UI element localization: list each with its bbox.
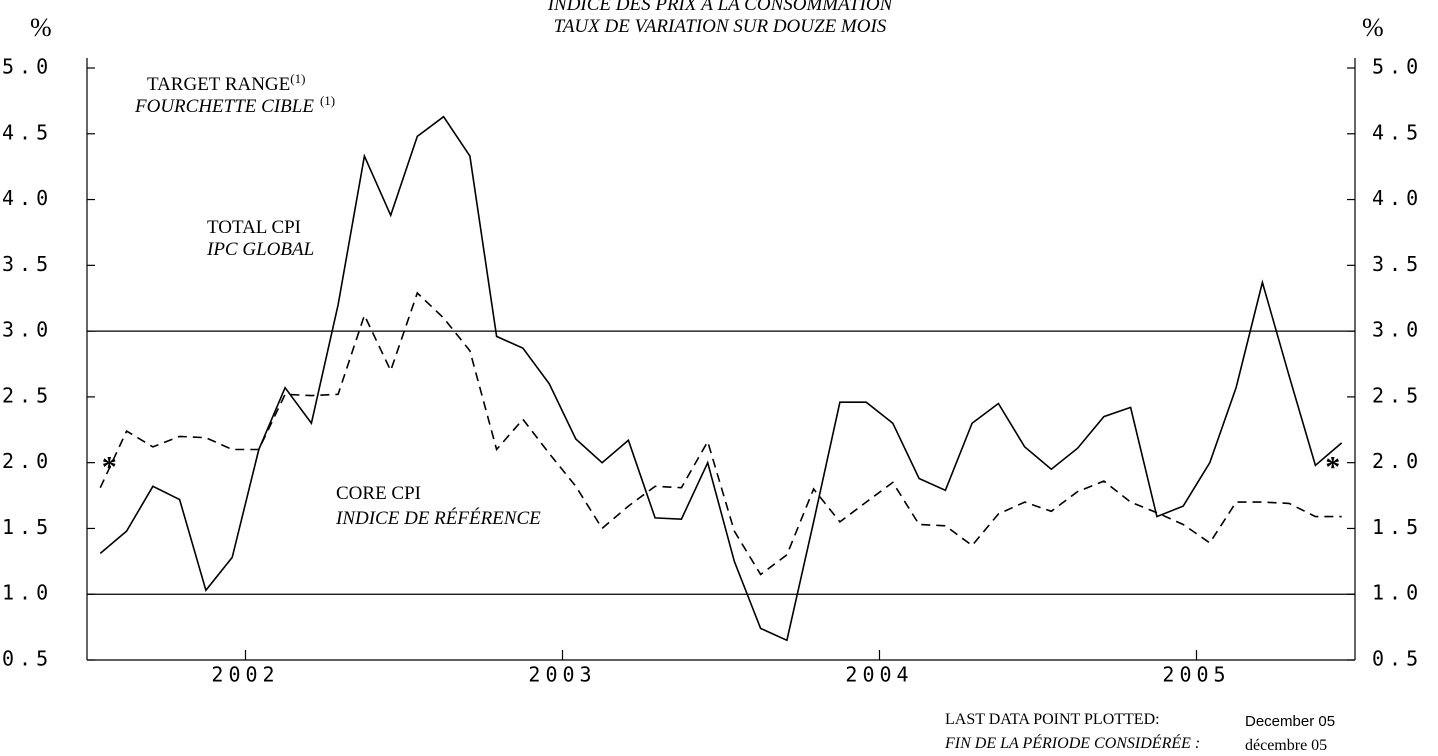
target-label-fr: FOURCHETTE CIBLE (1) — [134, 93, 335, 117]
y-tick-label: 1.0 — [2, 581, 53, 605]
y-tick-label-right: 0.5 — [1372, 647, 1423, 671]
target-label-fr-text: FOURCHETTE CIBLE — [134, 96, 314, 117]
y-tick-label-right: 1.0 — [1372, 581, 1423, 605]
x-tick-label: 2005 — [1162, 663, 1230, 687]
target-note: (1) — [290, 71, 305, 86]
y-axis-label: % — [30, 13, 52, 42]
footer-value: December 05 — [1245, 713, 1335, 730]
annotation: * — [1325, 451, 1340, 484]
series-label-fr: INDICE DE RÉFÉRENCE — [335, 507, 541, 529]
target-label: TARGET RANGE(1) — [147, 71, 305, 95]
y-tick-label-right: 4.5 — [1372, 120, 1423, 144]
y-axis-label-right: % — [1362, 13, 1384, 42]
chart-subtitle: TAUX DE VARIATION SUR DOUZE MOIS — [554, 16, 887, 37]
series-line — [99, 291, 1342, 576]
y-tick-label: 0.5 — [2, 647, 53, 671]
y-tick-label-right: 3.5 — [1372, 252, 1423, 276]
y-tick-label: 4.5 — [2, 120, 53, 144]
y-tick-label: 4.0 — [2, 186, 53, 210]
y-tick-label: 2.5 — [2, 383, 53, 407]
annotation: * — [102, 451, 117, 484]
target-note-fr: (1) — [320, 93, 335, 108]
y-tick-label-right: 5.0 — [1372, 55, 1423, 79]
footer-label: LAST DATA POINT PLOTTED: — [945, 711, 1160, 728]
y-tick-label-right: 2.5 — [1372, 383, 1423, 407]
chart-title: INDICE DES PRIX À LA CONSOMMATION — [547, 0, 894, 15]
y-tick-label: 2.0 — [2, 449, 53, 473]
y-tick-label: 1.5 — [2, 515, 53, 539]
series-line — [99, 115, 1343, 642]
series-label: CORE CPI — [336, 483, 421, 504]
y-tick-label-right: 2.0 — [1372, 449, 1423, 473]
y-tick-label: 3.5 — [2, 252, 53, 276]
series-label: TOTAL CPI — [207, 217, 301, 238]
x-tick-label: 2004 — [845, 663, 913, 687]
target-label-text: TARGET RANGE — [147, 74, 290, 95]
y-tick-label-right: 4.0 — [1372, 186, 1423, 210]
footer-value-fr: décembre 05 — [1245, 737, 1327, 754]
series-label-fr: IPC GLOBAL — [206, 239, 314, 260]
y-tick-label-right: 3.0 — [1372, 318, 1423, 342]
y-tick-label-right: 1.5 — [1372, 515, 1423, 539]
y-tick-label: 5.0 — [2, 55, 53, 79]
y-tick-label: 3.0 — [2, 318, 53, 342]
x-tick-label: 2002 — [211, 663, 279, 687]
footer-label-fr: FIN DE LA PÉRIODE CONSIDÉRÉE : — [944, 733, 1200, 752]
x-tick-label: 2003 — [528, 663, 596, 687]
